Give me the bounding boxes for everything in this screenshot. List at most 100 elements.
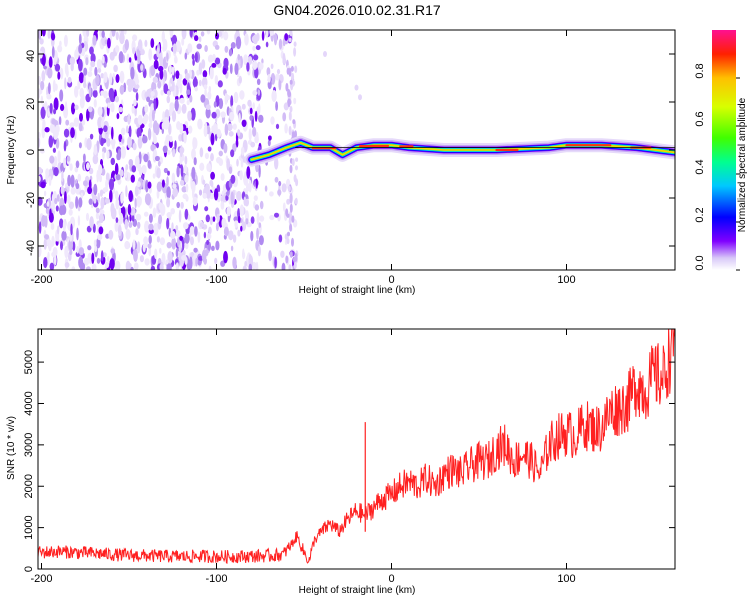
noise-speckle — [202, 70, 208, 78]
noise-speckle — [214, 44, 220, 50]
noise-speckle — [291, 237, 294, 247]
noise-speckle — [98, 164, 103, 175]
noise-speckle — [286, 213, 290, 218]
noise-speckle — [57, 71, 61, 80]
noise-speckle — [115, 197, 120, 210]
noise-speckle — [157, 160, 161, 167]
noise-speckle — [239, 90, 245, 100]
noise-speckle — [216, 213, 220, 223]
noise-speckle — [106, 150, 110, 160]
noise-speckle — [289, 203, 293, 213]
noise-speckle — [208, 85, 212, 93]
noise-speckle — [128, 57, 132, 63]
noise-speckle — [144, 258, 150, 266]
noise-speckle — [101, 30, 105, 38]
noise-speckle — [198, 189, 203, 196]
noise-speckle — [104, 198, 111, 204]
noise-speckle — [74, 49, 79, 60]
colorbar-label: Normalized spectral amplitude — [737, 97, 748, 232]
noise-speckle — [128, 221, 133, 228]
noise-speckle — [289, 192, 293, 204]
noise-speckle — [211, 245, 215, 251]
noise-speckle — [291, 72, 295, 82]
noise-speckle — [234, 62, 239, 75]
noise-speckle — [90, 53, 96, 64]
noise-speckle — [184, 242, 189, 250]
noise-speckle — [187, 43, 193, 53]
noise-speckle — [294, 65, 298, 73]
noise-speckle — [68, 239, 73, 251]
noise-speckle — [144, 241, 148, 248]
noise-speckle — [273, 32, 278, 46]
noise-speckle — [246, 183, 250, 192]
colorbar — [712, 30, 736, 270]
x-tick-label: 100 — [557, 274, 575, 286]
noise-speckle — [38, 88, 43, 95]
noise-speckle — [123, 30, 127, 35]
noise-speckle — [133, 99, 137, 107]
noise-speckle — [153, 59, 159, 70]
noise-speckle — [93, 99, 97, 108]
noise-speckle — [179, 146, 185, 154]
noise-speckle — [112, 73, 115, 79]
x-tick-label: -100 — [205, 573, 227, 585]
colorbar-tick-label: 0.2 — [694, 207, 706, 222]
noise-speckle — [224, 123, 229, 136]
noise-speckle — [120, 146, 126, 159]
noise-speckle — [54, 63, 61, 72]
noise-speckle — [109, 72, 113, 85]
noise-speckle — [289, 79, 293, 85]
noise-speckle — [194, 226, 198, 237]
noise-speckle — [185, 72, 190, 81]
noise-speckle — [281, 262, 286, 270]
noise-speckle — [114, 190, 119, 200]
noise-speckle — [71, 266, 76, 270]
noise-speckle — [38, 245, 42, 258]
noise-speckle — [123, 115, 129, 123]
noise-speckle — [204, 88, 207, 98]
noise-speckle — [61, 230, 67, 241]
noise-speckle — [140, 174, 144, 180]
noise-speckle — [101, 168, 106, 176]
noise-speckle — [109, 189, 113, 203]
noise-speckle — [49, 262, 55, 270]
noise-speckle — [137, 39, 143, 52]
noise-speckle — [256, 212, 260, 225]
noise-speckle — [125, 228, 131, 240]
noise-speckle — [252, 45, 256, 52]
noise-speckle — [178, 244, 182, 253]
snr-x-ticks: -200 -100 0 100 — [30, 329, 576, 585]
noise-speckle — [153, 98, 157, 111]
noise-speckle — [159, 54, 163, 66]
noise-speckle — [258, 114, 264, 123]
noise-speckle — [228, 166, 233, 174]
noise-speckle — [130, 174, 135, 183]
noise-speckle — [205, 104, 211, 110]
noise-speckle — [192, 196, 198, 207]
noise-speckle — [171, 237, 177, 250]
noise-speckle — [223, 57, 229, 69]
noise-speckle — [201, 249, 207, 263]
noise-speckle — [230, 149, 235, 158]
noise-speckle — [38, 75, 41, 85]
noise-speckle — [161, 179, 165, 188]
noise-speckle — [64, 101, 68, 114]
noise-speckle — [200, 94, 206, 103]
noise-speckle — [133, 83, 140, 90]
noise-speckle — [74, 85, 79, 98]
noise-speckle — [205, 107, 211, 119]
noise-speckle — [274, 176, 279, 183]
noise-speckle — [152, 173, 156, 179]
colorbar-ticks: 0.0 0.2 0.4 0.6 0.8 — [694, 63, 740, 271]
noise-speckle — [86, 108, 90, 122]
noise-speckle — [216, 128, 222, 138]
noise-speckle — [289, 105, 293, 113]
noise-speckle — [186, 99, 190, 106]
noise-speckle — [38, 196, 43, 206]
noise-speckle — [49, 241, 55, 247]
noise-speckle — [40, 95, 44, 105]
noise-speckle — [39, 38, 44, 45]
noise-speckle — [223, 31, 229, 41]
noise-speckle — [212, 123, 218, 135]
noise-speckle — [293, 174, 297, 183]
